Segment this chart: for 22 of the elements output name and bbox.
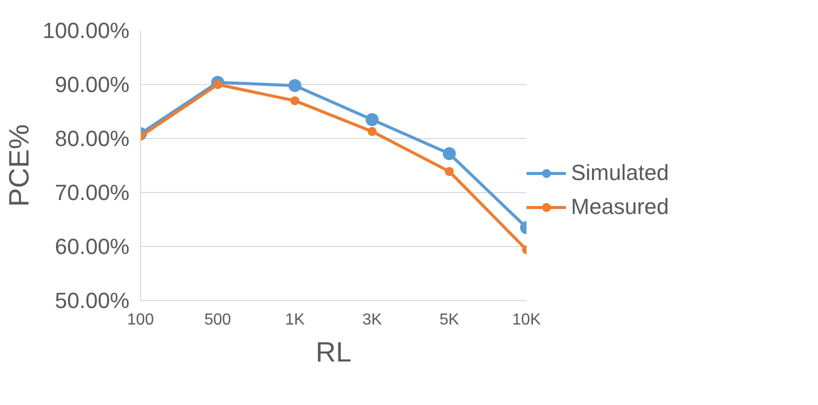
point bbox=[366, 113, 379, 126]
y-tick-label: 50.00% bbox=[54, 288, 130, 313]
y-tick-label: 70.00% bbox=[54, 180, 130, 205]
y-tick-label: 80.00% bbox=[54, 126, 130, 151]
y-axis-title: PCE% bbox=[4, 124, 35, 207]
point bbox=[290, 96, 300, 106]
y-tick-label: 90.00% bbox=[54, 72, 130, 97]
x-axis-title: RL bbox=[316, 336, 352, 368]
point bbox=[442, 147, 456, 160]
x-tick-label: 100 bbox=[127, 312, 154, 328]
legend-label: Measured bbox=[571, 194, 669, 220]
point bbox=[368, 126, 377, 136]
x-tick-label: 5K bbox=[440, 312, 460, 328]
point bbox=[444, 166, 454, 176]
point bbox=[288, 79, 302, 92]
y-tick-label: 100.00% bbox=[42, 18, 130, 43]
x-tick-label: 3K bbox=[362, 312, 382, 328]
x-tick-label: 500 bbox=[204, 312, 232, 328]
legend-label: Simulated bbox=[571, 160, 669, 186]
x-tick-label: 1K bbox=[285, 312, 306, 328]
x-tick-label: 10K bbox=[512, 312, 542, 328]
y-tick-label: 60.00% bbox=[54, 234, 130, 259]
